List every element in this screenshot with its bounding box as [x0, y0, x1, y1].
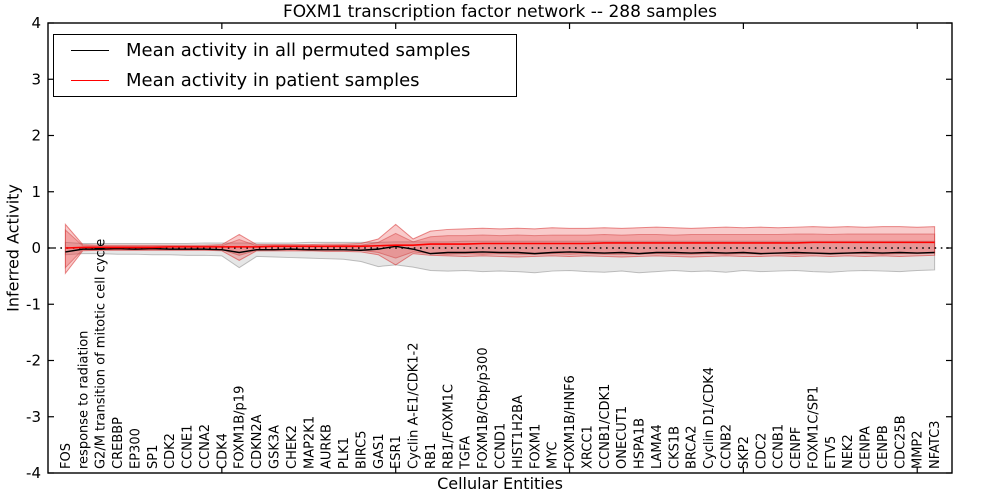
y-axis-label: Inferred Activity	[3, 184, 23, 312]
x-category-label: CCNA2	[198, 424, 213, 469]
x-category-label: CCNB1	[772, 424, 787, 469]
x-category-label: CDK2	[163, 433, 178, 469]
x-category-label: LAMA4	[650, 424, 665, 469]
y-tick-label: -1	[26, 295, 41, 313]
y-tick-label: -2	[26, 352, 41, 370]
x-category-label: SKP2	[737, 436, 752, 469]
x-category-label: Cyclin A-E1/CDK1-2	[407, 342, 422, 469]
x-category-label: ESR1	[389, 435, 404, 469]
x-category-label: FOXM1B/HNF6	[563, 375, 578, 469]
band-patient-samples-range-outer	[64, 223, 936, 275]
x-category-label: CCNB2	[720, 424, 735, 469]
x-category-label: EP300	[128, 428, 143, 469]
x-category-label: HSPA1B	[633, 418, 648, 469]
x-category-label: GAS1	[372, 434, 387, 470]
x-category-label: PLK1	[337, 437, 352, 469]
legend: Mean activity in all permuted samples Me…	[53, 34, 517, 97]
y-tick-label: 2	[31, 127, 41, 145]
x-axis-label: Cellular Entities	[437, 474, 563, 493]
series-line-permuted	[65, 245, 935, 255]
x-category-label: XRCC1	[580, 425, 595, 469]
series-line-patient	[65, 241, 935, 249]
x-category-label: SP1	[146, 445, 161, 469]
y-tick-label: 0	[31, 239, 41, 257]
chart-title: FOXM1 transcription factor network -- 28…	[283, 2, 717, 22]
y-tick-label: -3	[26, 408, 41, 426]
x-category-label: FOXM1C/SP1	[806, 386, 821, 469]
x-category-label: ETV5	[824, 436, 839, 469]
patient-line-swatch	[71, 80, 109, 82]
y-tick-label: -4	[26, 464, 41, 482]
x-category-label: FOXM1B/Cbp/p300	[476, 347, 491, 469]
x-category-label: FOS	[59, 443, 74, 469]
x-category-label: ONECUT1	[615, 406, 630, 469]
x-category-label: CREBBP	[111, 417, 126, 469]
x-category-label: CCND1	[494, 423, 509, 469]
x-category-label: FOXM1B/p19	[233, 386, 248, 469]
y-tick-label: 3	[31, 70, 41, 88]
legend-label-permuted: Mean activity in all permuted samples	[126, 39, 471, 61]
x-category-label: RB1/FOXM1C	[441, 384, 456, 469]
x-category-label: CENPB	[876, 425, 891, 469]
x-category-label: CDKN2A	[250, 414, 265, 469]
x-category-label: CHEK2	[285, 425, 300, 469]
x-category-label: HIST1H2BA	[511, 395, 526, 469]
x-category-label: MMP2	[911, 430, 926, 469]
x-category-label: CCNB1/CDK1	[598, 384, 613, 469]
x-category-label: NEK2	[841, 434, 856, 469]
x-category-label: CKS1B	[667, 426, 682, 469]
x-category-label: CENPF	[789, 427, 804, 469]
x-category-label: CENPA	[859, 426, 874, 469]
x-category-label: CDC25B	[893, 415, 908, 469]
x-category-label: NFATC3	[928, 421, 943, 469]
y-tick-label: 1	[31, 183, 41, 201]
legend-item-patient: Mean activity in patient samples	[54, 66, 516, 97]
x-category-label: CDC2	[754, 433, 769, 469]
x-category-label: Cyclin D1/CDK4	[702, 367, 717, 469]
x-category-label: BRCA2	[685, 425, 700, 469]
x-category-label: CCNE1	[181, 425, 196, 469]
x-category-label: MYC	[546, 441, 561, 469]
permuted-line-swatch	[71, 49, 109, 51]
x-category-label: AURKB	[320, 424, 335, 469]
y-tick-label: 4	[31, 14, 41, 32]
x-category-label: FOXM1	[528, 424, 543, 469]
x-category-label: CDK4	[215, 433, 230, 469]
x-category-label: RB1	[424, 443, 439, 469]
x-category-label: response to radiation	[76, 331, 91, 469]
legend-label-patient: Mean activity in patient samples	[126, 70, 420, 92]
x-category-label: GSK3A	[268, 425, 283, 469]
x-category-label: G2/M transition of mitotic cell cycle	[94, 239, 109, 469]
x-category-label: BIRC5	[354, 431, 369, 470]
x-category-label: TGFA	[459, 436, 474, 470]
x-category-label: MAP2K1	[302, 416, 317, 469]
legend-item-permuted: Mean activity in all permuted samples	[54, 35, 516, 66]
